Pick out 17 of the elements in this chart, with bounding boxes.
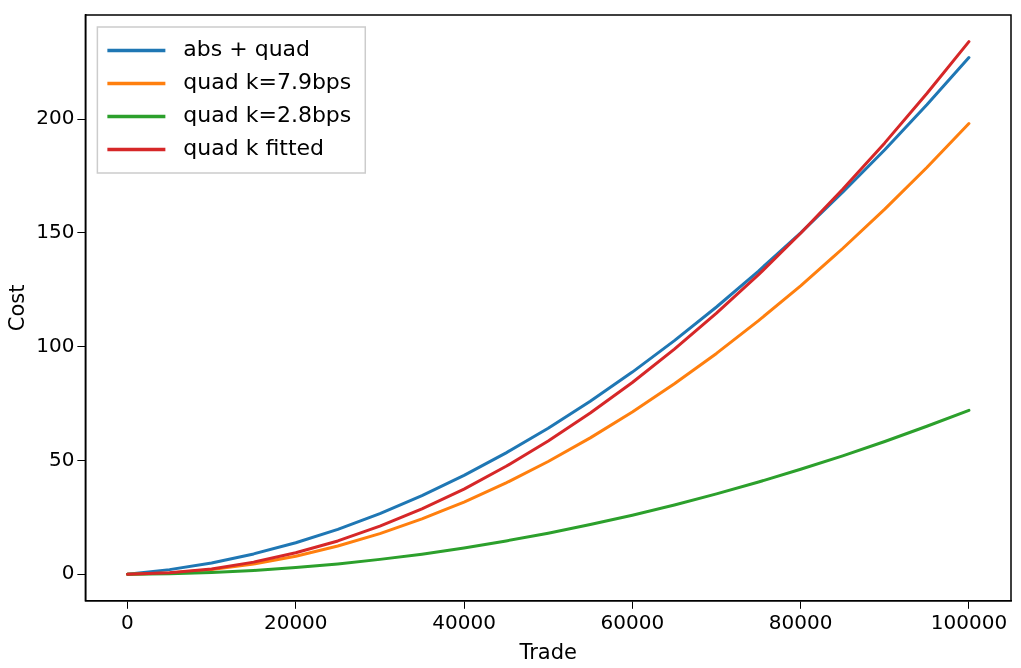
y-axis-title: Cost [5, 284, 30, 332]
x-tick-label: 40000 [432, 610, 496, 634]
y-tick-label: 150 [36, 219, 75, 243]
y-tick-label: 100 [36, 332, 75, 357]
x-axis-title: Trade [518, 639, 577, 664]
x-tick-label: 20000 [263, 610, 328, 634]
x-tick-label: 80000 [768, 610, 833, 634]
y-tick-label: 200 [36, 105, 75, 130]
legend-label: quad k=2.8bps [183, 102, 352, 128]
y-tick-label: 50 [48, 446, 75, 471]
x-tick-label: 60000 [600, 610, 665, 634]
y-tick-label: 0 [61, 560, 75, 585]
legend-label: abs + quad [183, 36, 311, 62]
x-tick-label: 0 [121, 610, 134, 634]
legend-label: quad k=7.9bps [183, 69, 352, 95]
legend-label: quad k fitted [183, 135, 325, 161]
x-tick-label: 100000 [930, 610, 1008, 634]
